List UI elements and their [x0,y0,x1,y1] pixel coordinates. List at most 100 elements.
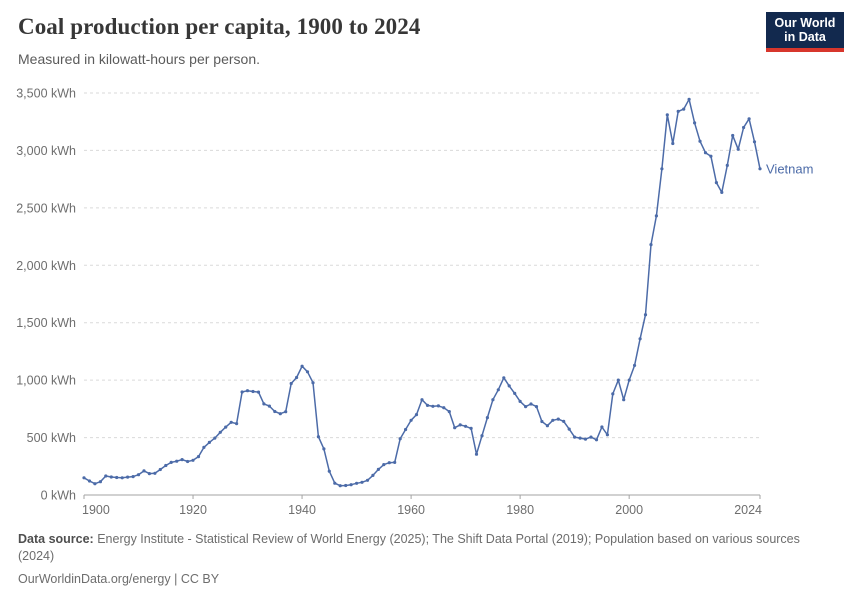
data-point-marker[interactable] [660,167,664,171]
data-point-marker[interactable] [240,390,244,394]
data-point-marker[interactable] [175,459,179,463]
series-label-vietnam[interactable]: Vietnam [766,161,813,176]
data-point-marker[interactable] [93,482,97,486]
data-point-marker[interactable] [213,436,217,440]
data-point-marker[interactable] [186,459,190,464]
line-chart[interactable]: 0 kWh 500 kWh 1,000 kWh 1,500 kWh 2,000 kWh 2… [0,85,850,525]
data-point-marker[interactable] [567,427,571,431]
data-point-marker[interactable] [720,190,724,194]
data-point-marker[interactable] [262,402,266,406]
data-point-marker[interactable] [158,467,162,472]
data-point-marker[interactable] [393,460,397,464]
data-point-marker[interactable] [447,410,451,414]
data-point-marker[interactable] [147,472,151,476]
data-point-marker[interactable] [458,423,462,427]
data-point-marker[interactable] [747,117,751,121]
data-point-marker[interactable] [382,463,386,467]
data-point-marker[interactable] [725,163,729,167]
data-point-marker[interactable] [600,425,604,429]
data-point-marker[interactable] [654,214,659,218]
data-point-marker[interactable] [502,376,506,380]
data-point-marker[interactable] [414,413,419,417]
data-point-marker[interactable] [698,139,702,143]
data-point-marker[interactable] [387,461,391,465]
vietnam-line[interactable] [83,98,761,487]
data-point-marker[interactable] [251,389,255,394]
data-point-marker[interactable] [545,424,550,428]
data-point-marker[interactable] [256,390,261,394]
data-point-marker[interactable] [480,434,484,438]
data-point-marker[interactable] [709,154,713,158]
data-point-marker[interactable] [562,419,566,423]
data-point-marker[interactable] [513,391,517,395]
data-point-marker[interactable] [693,121,697,125]
data-point-marker[interactable] [376,467,380,471]
data-point-marker[interactable] [578,436,582,440]
data-point-marker[interactable] [87,479,92,483]
data-point-marker[interactable] [245,389,250,393]
data-point-marker[interactable] [273,409,277,414]
data-point-marker[interactable] [284,410,288,414]
data-point-marker[interactable] [665,113,669,117]
data-point-marker[interactable] [131,475,135,479]
data-point-marker[interactable] [120,476,124,480]
data-point-marker[interactable] [136,473,141,477]
data-point-marker[interactable] [109,475,113,479]
data-point-marker[interactable] [191,458,195,462]
data-point-marker[interactable] [153,471,157,475]
data-point-marker[interactable] [474,452,479,456]
data-point-marker[interactable] [551,418,555,422]
data-point-marker[interactable] [529,402,533,406]
data-point-marker[interactable] [142,469,146,473]
data-point-marker[interactable] [229,420,233,424]
data-point-marker[interactable] [202,445,206,449]
data-point-marker[interactable] [333,481,337,485]
data-point-marker[interactable] [638,337,642,341]
data-point-marker[interactable] [633,363,637,367]
data-point-marker[interactable] [671,141,675,146]
data-point-marker[interactable] [583,437,588,441]
data-point-marker[interactable] [305,370,310,374]
data-point-marker[interactable] [327,469,331,473]
data-point-marker[interactable] [573,435,577,439]
data-point-marker[interactable] [300,364,304,368]
data-point-marker[interactable] [676,109,680,113]
owid-url-link[interactable]: OurWorldinData.org/energy [18,572,171,586]
data-point-marker[interactable] [267,404,271,408]
data-point-marker[interactable] [611,392,615,396]
data-point-marker[interactable] [703,151,708,155]
data-point-marker[interactable] [404,427,408,432]
data-point-marker[interactable] [605,433,610,437]
data-point-marker[interactable] [235,422,239,426]
chart-canvas[interactable]: 0 kWh 500 kWh 1,000 kWh 1,500 kWh 2,000 kWh 2… [0,85,850,525]
data-point-marker[interactable] [322,447,326,451]
data-point-marker[interactable] [687,97,691,101]
data-point-marker[interactable] [409,418,413,422]
data-point-marker[interactable] [431,404,435,408]
data-point-marker[interactable] [360,480,364,484]
data-point-marker[interactable] [682,107,686,111]
data-point-marker[interactable] [496,388,500,392]
data-point-marker[interactable] [420,398,424,402]
data-point-marker[interactable] [371,473,375,477]
data-point-marker[interactable] [316,435,320,439]
data-point-marker[interactable] [115,475,119,480]
data-point-marker[interactable] [616,378,620,382]
data-point-marker[interactable] [224,425,228,429]
data-point-marker[interactable] [295,375,299,380]
data-point-marker[interactable] [180,458,184,462]
data-point-marker[interactable] [355,481,359,485]
data-point-marker[interactable] [311,381,315,385]
data-point-marker[interactable] [649,243,653,247]
data-point-marker[interactable] [442,406,446,410]
data-point-marker[interactable] [627,378,631,382]
data-point-marker[interactable] [98,480,102,484]
data-point-marker[interactable] [464,424,468,428]
data-point-marker[interactable] [207,440,211,444]
data-point-marker[interactable] [643,313,648,317]
data-point-marker[interactable] [524,405,528,409]
data-point-marker[interactable] [534,405,539,409]
data-point-marker[interactable] [365,478,370,482]
data-point-marker[interactable] [278,412,282,416]
data-point-marker[interactable] [469,426,473,430]
